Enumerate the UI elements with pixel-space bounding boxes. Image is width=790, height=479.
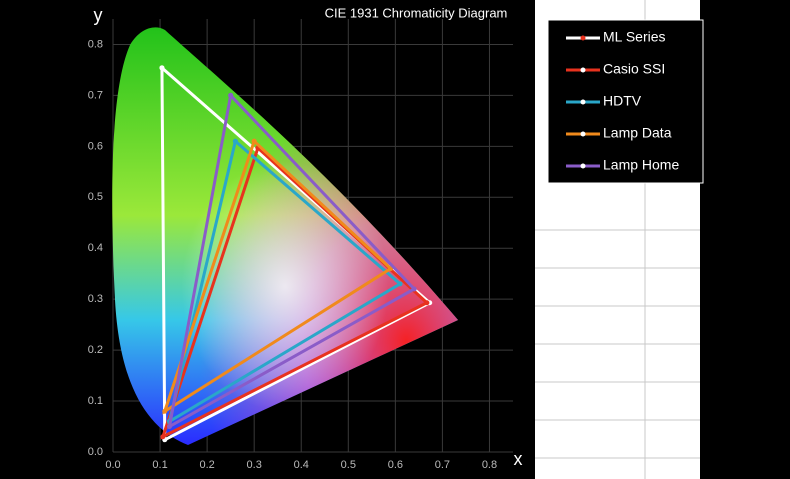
series-point [397, 281, 403, 287]
y-tick-label: 0.6 [88, 140, 103, 152]
legend-label: HDTV [603, 93, 642, 109]
series-line [162, 140, 394, 415]
legend-marker [580, 35, 586, 41]
legend-marker [580, 163, 586, 169]
series-line [167, 140, 403, 425]
series-point [162, 408, 168, 414]
legend-label: Lamp Data [603, 125, 672, 141]
series-group [159, 65, 433, 443]
series-point [232, 138, 238, 144]
x-tick-label: 0.7 [435, 459, 450, 471]
legend-marker [580, 67, 586, 73]
legend-marker [580, 99, 586, 105]
x-tick-label: 0.6 [388, 459, 403, 471]
series-point [411, 286, 417, 292]
y-tick-label: 0.2 [88, 344, 103, 356]
x-tick-label: 0.0 [105, 459, 120, 471]
x-tick-label: 0.3 [247, 459, 262, 471]
y-axis-label: y [94, 5, 103, 25]
x-axis-label: x [514, 449, 523, 469]
series-point [166, 424, 172, 430]
series-point [424, 300, 430, 306]
y-tick-label: 0.8 [88, 38, 103, 50]
y-tick-label: 0.7 [88, 89, 103, 101]
y-tick-label: 0.3 [88, 293, 103, 305]
legend-marker [580, 131, 586, 137]
legend-label: ML Series [603, 29, 666, 45]
x-tick-label: 0.2 [199, 459, 214, 471]
legend-items: ML Series Casio SSI HDTV Lamp Data Lamp Home [566, 29, 679, 173]
series-point [160, 434, 166, 440]
x-tick-label: 0.5 [341, 459, 356, 471]
chart-title: CIE 1931 Chromaticity Diagram [325, 5, 508, 20]
legend-label: Lamp Home [603, 157, 679, 173]
spectral-locus-white [112, 27, 458, 446]
y-tick-label: 0.5 [88, 191, 103, 203]
series-point [251, 138, 257, 144]
series-point [159, 65, 165, 71]
series-line [167, 94, 417, 430]
y-tick-label: 0.0 [88, 446, 103, 458]
series-point [228, 92, 234, 98]
y-tick-label: 0.4 [88, 242, 103, 254]
x-tick-label: 0.8 [482, 459, 497, 471]
y-tick-label: 0.1 [88, 395, 103, 407]
legend-label: Casio SSI [603, 61, 665, 77]
series-line [160, 66, 433, 443]
x-tick-label: 0.4 [294, 459, 309, 471]
x-tick-label: 0.1 [152, 459, 167, 471]
